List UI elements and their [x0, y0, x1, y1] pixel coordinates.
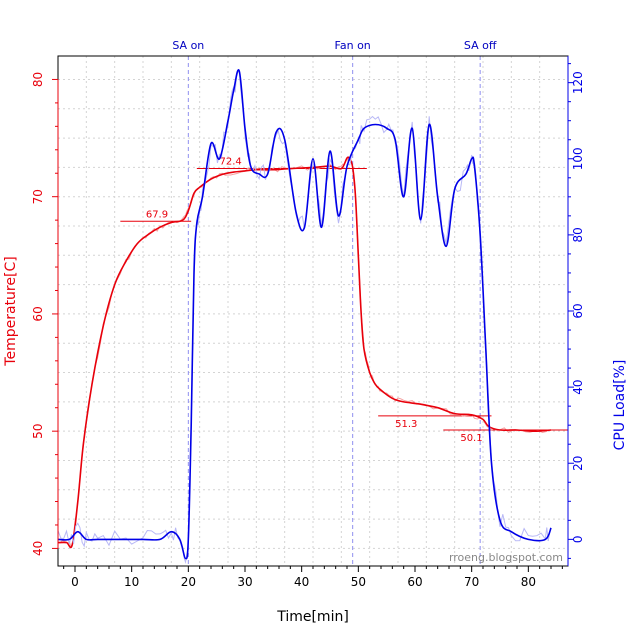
y-axis-label-right: CPU Load[%] — [612, 360, 628, 451]
event-markers: SA on Fan on SA off — [172, 39, 497, 566]
y-tick-label-left: 40 — [31, 541, 45, 556]
annotation-label: 67.9 — [146, 209, 168, 220]
series-raw-cpu-load — [57, 71, 551, 564]
y-tick-label-right: 20 — [571, 456, 585, 471]
y-tick-label-left: 50 — [31, 424, 45, 439]
grid — [58, 56, 569, 566]
y-tick-label-right: 60 — [571, 303, 585, 318]
annotation-label: 72.4 — [220, 157, 242, 168]
x-tick-label: 40 — [294, 575, 309, 589]
watermark: rroeng.blogspot.com — [449, 551, 563, 564]
y-axis-label-left: Temperature[C] — [3, 256, 19, 366]
axes: 0 10 20 30 40 50 60 70 80 40 50 60 70 80 0 20 40 60 80 100 1… — [31, 56, 585, 589]
x-tick-label: 50 — [351, 575, 366, 589]
y-tick-label-right: 80 — [571, 227, 585, 242]
y-tick-label-right: 100 — [571, 147, 585, 170]
y-tick-label-left: 70 — [31, 189, 45, 204]
x-tick-label: 70 — [464, 575, 479, 589]
annotations: 67.9 72.4 51.3 50.1 — [120, 157, 568, 444]
x-tick-label: 0 — [71, 575, 79, 589]
series-lines — [57, 69, 552, 564]
y-tick-label-right: 120 — [571, 71, 585, 94]
x-axis-label: Time[min] — [276, 609, 349, 625]
annotation-label: 50.1 — [460, 433, 482, 444]
x-tick-label: 30 — [237, 575, 252, 589]
y-tick-label-right: 40 — [571, 379, 585, 394]
annotation-label: 51.3 — [395, 419, 417, 430]
event-label: Fan on — [335, 39, 371, 52]
series-raw-temperature — [57, 156, 547, 547]
x-tick-label: 20 — [181, 575, 196, 589]
series-line-temperature — [57, 156, 552, 549]
x-tick-label: 10 — [124, 575, 139, 589]
y-tick-label-left: 80 — [31, 72, 45, 87]
event-label: SA off — [464, 39, 497, 52]
series-line-cpu-load — [57, 69, 552, 560]
x-tick-label: 80 — [521, 575, 536, 589]
y-tick-label-right: 0 — [571, 536, 585, 544]
event-label: SA on — [172, 39, 204, 52]
y-tick-label-left: 60 — [31, 306, 45, 321]
x-tick-label: 60 — [407, 575, 422, 589]
